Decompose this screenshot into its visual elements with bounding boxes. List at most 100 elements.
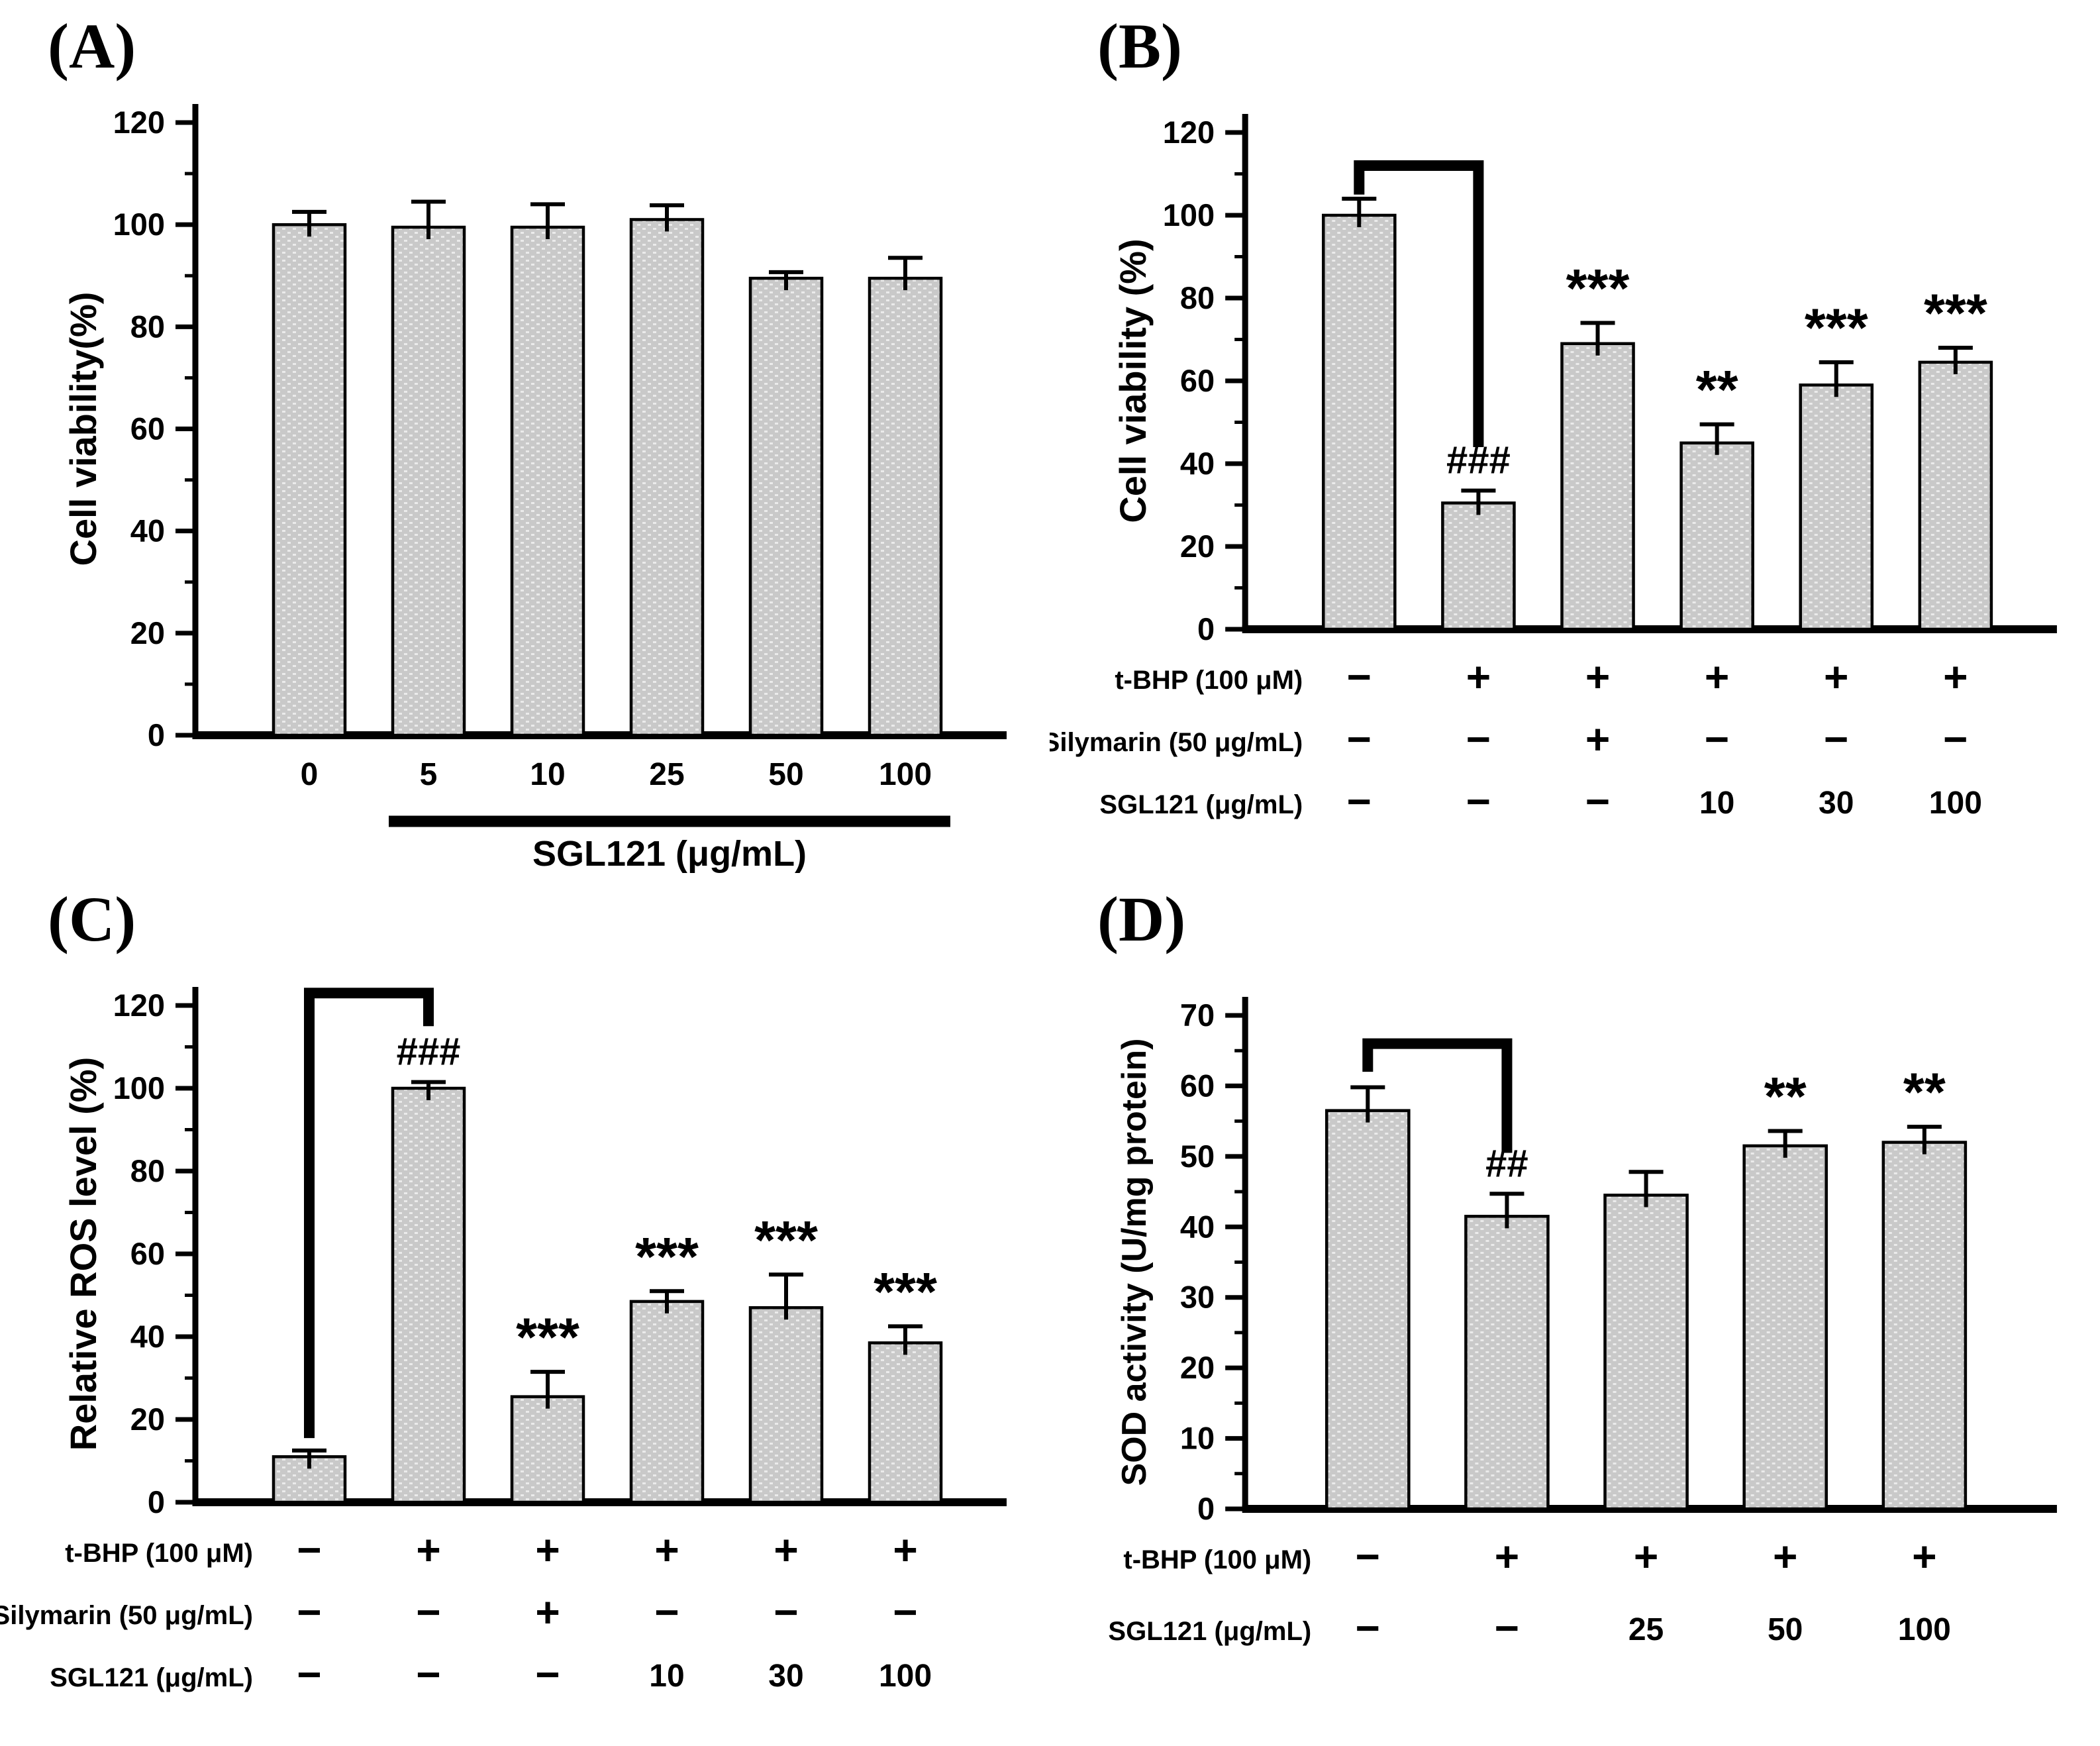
significance-label: ** — [1696, 360, 1738, 421]
chart-relative-ros-level: Relative ROS level (%) 0 20 40 60 80 100 120 ###… — [0, 987, 1007, 1698]
y-tick-label: 0 — [1197, 1491, 1215, 1526]
panel-a: (A) Cell viability(%) 0 20 40 60 80 100 120 0 5 10… — [0, 0, 1050, 873]
bar — [1881, 1141, 1968, 1511]
treatment-symbol: − — [297, 1651, 321, 1698]
significance-label: *** — [754, 1210, 818, 1270]
treatment-symbol: − — [1585, 778, 1610, 825]
treatment-symbol: − — [535, 1651, 560, 1698]
bar — [868, 1341, 943, 1504]
group-axis-label: SGL121 (μg/mL) — [532, 834, 807, 873]
y-tick-label: 60 — [130, 411, 165, 446]
significance-label: ### — [397, 1031, 461, 1074]
treatment-symbol: + — [1705, 653, 1729, 701]
treatment-symbol: + — [1634, 1533, 1658, 1580]
row-label: SGL121 (μg/mL) — [1108, 1617, 1311, 1646]
y-tick-label: 20 — [1180, 1350, 1215, 1385]
significance-label: *** — [635, 1227, 699, 1287]
bar — [1679, 441, 1754, 631]
treatment-symbol: − — [297, 1526, 321, 1574]
bar — [1560, 342, 1635, 631]
treatment-symbol: + — [535, 1526, 560, 1574]
y-axis-title: SOD activity (U/mg protein) — [1115, 1039, 1154, 1486]
y-tick-label: 120 — [1163, 115, 1215, 150]
chart-sgl121-cell-viability: Cell viability(%) 0 20 40 60 80 100 120 0 5 10 25 50… — [62, 104, 1007, 873]
treatment-symbol: − — [1356, 1533, 1380, 1580]
treatment-symbol: − — [1347, 653, 1372, 701]
row-label: SGL121 (μg/mL) — [50, 1663, 253, 1692]
y-tick-label: 100 — [113, 207, 165, 242]
y-tick-label: 30 — [1180, 1280, 1215, 1315]
x-category-label: 10 — [530, 757, 565, 792]
bar — [748, 1306, 824, 1504]
y-tick-label: 70 — [1180, 998, 1215, 1033]
bar — [1603, 1194, 1689, 1511]
significance-label: ** — [1903, 1062, 1946, 1123]
panel-a-label: (A) — [48, 11, 136, 81]
y-tick-label: 40 — [1180, 446, 1215, 481]
bar — [748, 276, 824, 737]
treatment-symbol: − — [1705, 715, 1729, 763]
treatment-value: 100 — [1898, 1612, 1951, 1647]
row-label: Silymarin (50 μg/mL) — [0, 1601, 253, 1630]
treatment-symbol: − — [416, 1588, 440, 1636]
treatment-symbol: + — [1466, 653, 1491, 701]
x-category-label: 25 — [649, 757, 684, 792]
row-label: t-BHP (100 μM) — [1123, 1545, 1311, 1574]
treatment-symbol: − — [416, 1651, 440, 1698]
x-category-label: 0 — [301, 757, 319, 792]
treatment-symbol: − — [1943, 715, 1968, 763]
bar — [1322, 213, 1397, 631]
row-label: SGL121 (μg/mL) — [1099, 790, 1303, 819]
treatment-value: 10 — [1699, 786, 1734, 821]
treatment-value: 50 — [1768, 1612, 1803, 1647]
treatment-symbol: − — [774, 1588, 798, 1636]
significance-label: ** — [1764, 1067, 1807, 1127]
treatment-value: 100 — [879, 1659, 932, 1694]
treatment-value: 30 — [768, 1659, 803, 1694]
panel-c-label: (C) — [48, 884, 136, 954]
row-label: t-BHP (100 μM) — [65, 1539, 253, 1568]
bar — [391, 225, 466, 737]
significance-label: *** — [516, 1308, 579, 1368]
treatment-symbol: − — [654, 1588, 679, 1636]
treatment-value: 100 — [1929, 786, 1982, 821]
y-tick-label: 40 — [130, 513, 165, 548]
y-tick-label: 80 — [130, 309, 165, 344]
treatment-symbol: + — [1495, 1533, 1519, 1580]
y-tick-label: 40 — [130, 1319, 165, 1354]
panel-d: (D) SOD activity (U/mg protein) 0 10 20 30 40… — [1050, 873, 2100, 1746]
row-label: t-BHP (100 μM) — [1115, 666, 1303, 695]
row-label: Silymarin (50 μg/mL) — [1050, 728, 1303, 757]
bar — [868, 276, 943, 737]
bar — [391, 1086, 466, 1504]
treatment-symbol: − — [1356, 1604, 1380, 1652]
y-axis-title: Cell viability(%) — [62, 292, 104, 566]
y-tick-label: 120 — [113, 988, 165, 1023]
treatment-symbol: − — [297, 1588, 321, 1636]
bar — [629, 1300, 705, 1504]
y-tick-label: 80 — [130, 1153, 165, 1188]
treatment-symbol: + — [654, 1526, 679, 1574]
x-category-label: 100 — [879, 757, 932, 792]
treatment-value: 30 — [1819, 786, 1854, 821]
bar — [1918, 360, 1993, 631]
treatment-symbol: + — [1824, 653, 1848, 701]
y-tick-label: 60 — [1180, 1068, 1215, 1103]
panel-d-label: (D) — [1097, 884, 1186, 954]
panel-b: (B) Cell viability (%) 0 20 40 60 80 100 120 ###… — [1050, 0, 2100, 873]
y-axis-title: Relative ROS level (%) — [62, 1057, 104, 1451]
significance-bracket — [1354, 160, 1484, 447]
y-tick-label: 120 — [113, 105, 165, 140]
significance-bracket — [1362, 1038, 1513, 1153]
treatment-symbol: − — [1824, 715, 1848, 763]
y-axis-title: Cell viability (%) — [1112, 238, 1154, 523]
treatment-symbol: − — [1466, 715, 1491, 763]
y-tick-label: 0 — [1197, 611, 1215, 646]
treatment-value: 10 — [649, 1659, 684, 1694]
panel-b-label: (B) — [1097, 11, 1182, 81]
bar — [629, 218, 705, 737]
significance-label: *** — [1566, 259, 1630, 319]
y-tick-label: 0 — [148, 1484, 165, 1519]
treatment-symbol: + — [1943, 653, 1968, 701]
treatment-symbol: − — [1466, 778, 1491, 825]
